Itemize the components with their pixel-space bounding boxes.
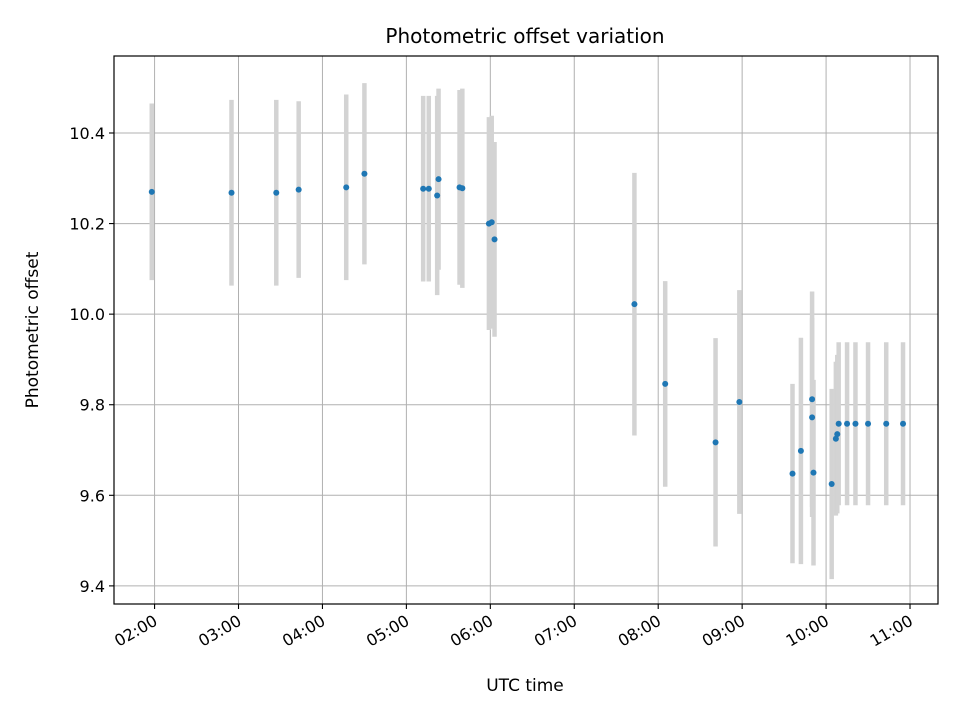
data-point [420, 185, 427, 192]
data-point [852, 420, 859, 427]
data-point [228, 189, 235, 196]
data-point [844, 420, 851, 427]
data-point [834, 431, 841, 438]
data-point [343, 184, 350, 191]
y-axis-title: Photometric offset [23, 251, 43, 408]
x-axis-title: UTC time [486, 676, 564, 696]
data-point [835, 420, 842, 427]
y-tick-label: 9.6 [80, 486, 105, 505]
y-tick-label: 9.8 [80, 396, 105, 415]
data-point [361, 170, 368, 177]
point-layer [148, 170, 907, 487]
data-point [736, 399, 743, 406]
data-point [712, 439, 719, 446]
data-point [488, 219, 495, 226]
data-point [900, 420, 907, 427]
data-point [631, 301, 638, 308]
data-point [809, 414, 816, 421]
data-point [425, 185, 432, 192]
data-point [662, 380, 669, 387]
data-point [883, 420, 890, 427]
data-point [435, 176, 442, 183]
data-point [148, 188, 155, 195]
data-point [810, 469, 817, 476]
data-point [865, 420, 872, 427]
y-tick-label: 9.4 [80, 577, 105, 596]
chart-title: Photometric offset variation [385, 24, 664, 48]
data-point [459, 185, 466, 192]
data-point [491, 236, 498, 243]
plot-frame [113, 55, 939, 605]
data-point [789, 470, 796, 477]
data-point [273, 189, 280, 196]
data-point [828, 480, 835, 487]
data-point [797, 447, 804, 454]
y-tick-label: 10.2 [69, 215, 105, 234]
data-point [295, 186, 302, 193]
data-point [434, 192, 441, 199]
y-tick-label: 10.4 [69, 124, 105, 143]
y-tick-label: 10.0 [69, 305, 105, 324]
data-point [832, 435, 839, 442]
data-point [809, 396, 816, 403]
